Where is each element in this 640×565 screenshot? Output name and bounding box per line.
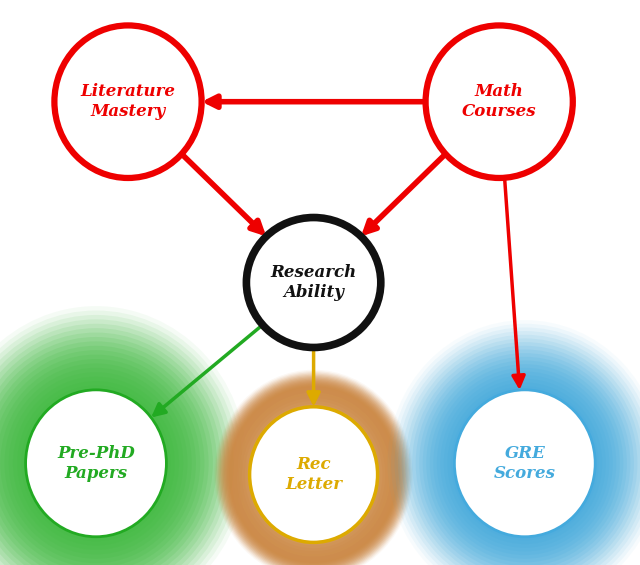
Ellipse shape <box>0 311 243 565</box>
Ellipse shape <box>246 218 381 347</box>
Ellipse shape <box>9 372 183 554</box>
Text: Literature
Mastery: Literature Mastery <box>81 84 175 120</box>
Ellipse shape <box>17 381 175 546</box>
Ellipse shape <box>0 315 238 565</box>
Ellipse shape <box>433 368 616 559</box>
Text: Math
Courses: Math Courses <box>462 84 536 120</box>
Ellipse shape <box>21 385 171 541</box>
Ellipse shape <box>447 383 602 544</box>
Ellipse shape <box>451 386 598 540</box>
Ellipse shape <box>398 331 640 565</box>
Ellipse shape <box>454 390 595 537</box>
Ellipse shape <box>440 375 609 551</box>
Ellipse shape <box>408 342 640 565</box>
Text: Rec
Letter: Rec Letter <box>285 457 342 493</box>
Ellipse shape <box>13 377 179 550</box>
Ellipse shape <box>0 359 196 565</box>
Ellipse shape <box>426 25 573 178</box>
Ellipse shape <box>419 353 630 565</box>
Ellipse shape <box>0 363 192 563</box>
Ellipse shape <box>4 368 188 559</box>
Text: Pre-PhD
Papers: Pre-PhD Papers <box>57 445 135 481</box>
Ellipse shape <box>0 319 234 565</box>
Ellipse shape <box>0 346 209 565</box>
Ellipse shape <box>54 25 202 178</box>
Ellipse shape <box>405 338 640 565</box>
Ellipse shape <box>394 327 640 565</box>
Ellipse shape <box>0 341 213 565</box>
Ellipse shape <box>422 357 627 565</box>
Ellipse shape <box>0 350 204 565</box>
Ellipse shape <box>426 360 623 565</box>
Ellipse shape <box>430 364 620 563</box>
Ellipse shape <box>0 337 217 565</box>
Ellipse shape <box>0 328 225 565</box>
Ellipse shape <box>0 324 230 565</box>
Text: Research
Ability: Research Ability <box>271 264 356 301</box>
Ellipse shape <box>391 324 640 565</box>
Ellipse shape <box>0 355 200 565</box>
Ellipse shape <box>250 407 378 542</box>
Ellipse shape <box>436 372 613 555</box>
Ellipse shape <box>412 346 637 565</box>
Text: GRE
Scores: GRE Scores <box>494 445 556 481</box>
Ellipse shape <box>0 333 221 565</box>
Ellipse shape <box>444 379 605 548</box>
Ellipse shape <box>26 390 166 537</box>
Ellipse shape <box>402 334 640 565</box>
Ellipse shape <box>415 349 634 565</box>
